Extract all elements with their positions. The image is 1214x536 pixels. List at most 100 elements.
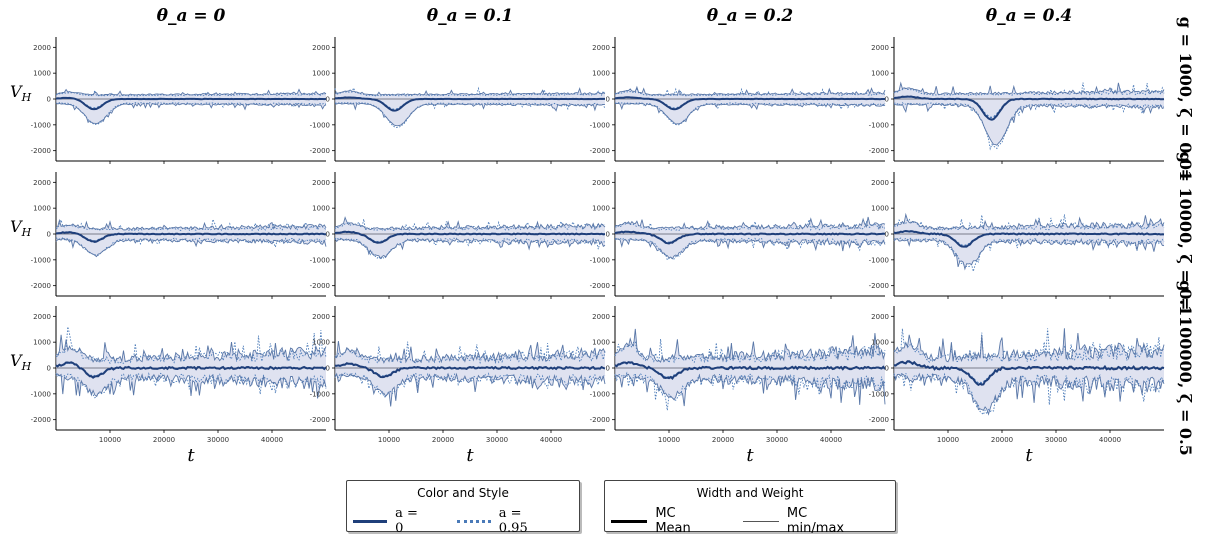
y-tick-label: 0: [47, 96, 51, 104]
series-a0-mean: [893, 229, 1165, 248]
y-axis-label: VH: [10, 82, 32, 104]
legend-item-a0: a = 0: [353, 506, 427, 536]
y-tick-label: 0: [885, 231, 889, 239]
series-a0-min: [893, 238, 1165, 271]
x-axis-label: t: [746, 445, 754, 466]
series-a0-min: [334, 238, 606, 260]
y-tick-label: -2000: [31, 282, 51, 290]
series-a0-mean: [893, 360, 1165, 386]
y-axis-label-sub: H: [21, 91, 32, 104]
series-a095-min: [55, 102, 327, 126]
minmax-band: [615, 87, 885, 125]
series-a0-mean: [55, 96, 327, 111]
y-tick-label: -2000: [31, 147, 51, 155]
y-tick-label: -1000: [869, 390, 889, 398]
y-tick-label: -1000: [590, 121, 610, 129]
y-tick-label: 2000: [592, 44, 610, 52]
panel: -2000 -1000 0 1000 2000: [869, 172, 1165, 299]
legend-color-title: Color and Style: [417, 486, 509, 500]
legend-swatch-solid: [353, 519, 388, 523]
y-tick-label: 1000: [592, 339, 610, 347]
y-tick-label: 2000: [312, 179, 330, 187]
series-a0-min: [614, 238, 886, 260]
series-a0-max: [55, 88, 327, 96]
y-tick-label: 0: [326, 96, 330, 104]
series-a0-mean: [335, 96, 605, 112]
y-tick-label: -2000: [590, 147, 610, 155]
x-axis-label: t: [187, 445, 195, 466]
y-tick-label: -1000: [310, 390, 330, 398]
series-a0-min: [55, 102, 327, 125]
y-tick-label: 2000: [592, 179, 610, 187]
legend-width-weight: Width and Weight MC Mean MC min/max: [604, 480, 896, 536]
minmax-band: [894, 214, 1164, 269]
x-tick-label: 10000: [99, 436, 121, 444]
y-tick-label: -1000: [590, 390, 610, 398]
series-a095-min: [334, 371, 606, 398]
y-tick-label: 1000: [871, 70, 889, 78]
y-tick-label: -1000: [310, 121, 330, 129]
legend-label-a0: a = 0: [395, 506, 418, 536]
panel: -2000 -1000 0 1000 2000: [590, 37, 886, 164]
legend-label-minmax: MC min/max: [786, 506, 845, 536]
x-tick-label: 10000: [937, 436, 959, 444]
series-a0-max: [614, 85, 886, 96]
column-title: θ_a = 0.4: [986, 6, 1073, 26]
series-a0-max: [334, 87, 606, 96]
panel: -2000 -1000 0 1000 2000: [310, 37, 606, 164]
x-tick-label: 40000: [820, 436, 842, 444]
series-a0-mean: [334, 230, 606, 244]
y-tick-label: 1000: [312, 339, 330, 347]
series-a0-min: [334, 372, 606, 407]
y-tick-label: 1000: [592, 205, 610, 213]
y-tick-label: 1000: [871, 205, 889, 213]
x-tick-label: 20000: [991, 436, 1013, 444]
row-label: g = 10000, ζ = 0.1: [1176, 152, 1195, 316]
y-axis-label-sub: H: [21, 226, 32, 239]
x-tick-label: 10000: [378, 436, 400, 444]
series-a0-mean: [614, 230, 886, 245]
panel: -2000 -1000 0 1000 2000 VH: [10, 172, 327, 299]
legend-item-mean: MC Mean: [611, 506, 713, 536]
x-axis-label: t: [466, 445, 474, 466]
y-tick-label: 0: [606, 231, 610, 239]
y-tick-label: -1000: [869, 256, 889, 264]
series-a095-max: [893, 214, 1165, 232]
y-tick-label: -1000: [590, 256, 610, 264]
series-a0-mean: [55, 231, 327, 243]
x-tick-label: 20000: [712, 436, 734, 444]
series-a0-mean: [614, 361, 886, 381]
y-tick-label: 1000: [33, 205, 51, 213]
series-a095-max: [55, 88, 327, 97]
y-tick-label: 2000: [871, 44, 889, 52]
y-tick-label: 2000: [312, 313, 330, 321]
minmax-band: [335, 341, 605, 407]
series-a095-min: [614, 371, 886, 411]
panel: -2000 -1000 0 1000 2000: [310, 172, 606, 299]
y-tick-label: 2000: [33, 313, 51, 321]
series-a0-mean: [55, 361, 327, 379]
y-tick-label: -2000: [310, 282, 330, 290]
y-tick-label: -1000: [31, 121, 51, 129]
y-tick-label: 1000: [312, 205, 330, 213]
y-tick-label: -1000: [31, 256, 51, 264]
panel: -2000 -1000 0 1000 2000: [869, 37, 1165, 164]
column-title: θ_a = 0.1: [427, 6, 514, 26]
series-a0-max: [614, 328, 886, 363]
column-title: θ_a = 0: [157, 6, 226, 26]
series-a0-max: [893, 328, 1165, 363]
minmax-band: [335, 88, 605, 126]
x-tick-label: 30000: [486, 436, 508, 444]
y-tick-label: -2000: [869, 282, 889, 290]
y-tick-label: 1000: [871, 339, 889, 347]
y-tick-label: -2000: [590, 416, 610, 424]
y-tick-label: 2000: [33, 179, 51, 187]
panel: -2000 -1000 0 1000 2000 VH: [10, 37, 327, 164]
series-a095-max: [55, 326, 327, 365]
panel: -2000 -1000 0 1000 2000: [590, 172, 886, 299]
series-a0-max: [893, 81, 1165, 96]
x-tick-label: 30000: [1045, 436, 1067, 444]
y-tick-label: 0: [606, 365, 610, 373]
